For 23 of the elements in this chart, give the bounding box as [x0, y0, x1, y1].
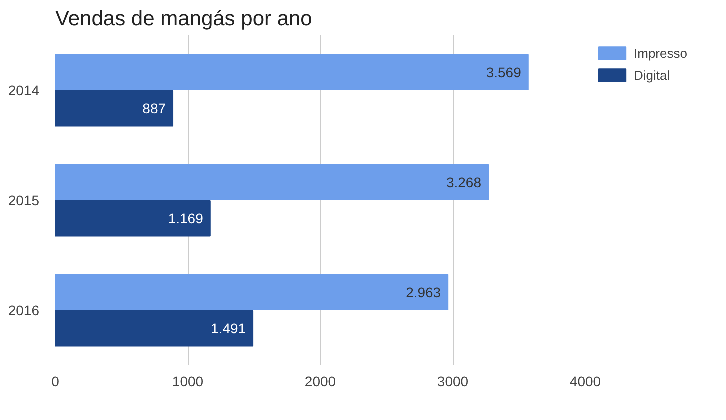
chart-title: Vendas de mangás por ano	[56, 8, 312, 30]
bar	[56, 274, 449, 310]
bar	[56, 310, 254, 347]
bar	[56, 54, 529, 90]
y-tick-label: 2016	[8, 302, 40, 318]
bar	[56, 90, 174, 127]
legend-label: Impresso	[634, 46, 688, 60]
data-label: 1.491	[211, 320, 246, 337]
legend-label: Digital	[634, 68, 670, 82]
bar	[56, 200, 211, 237]
data-label: 1.169	[168, 210, 204, 227]
bar	[56, 164, 490, 200]
x-tick-label: 2000	[304, 374, 336, 390]
data-label: 2.963	[406, 284, 442, 300]
data-label: 3.268	[446, 174, 482, 190]
y-tick-label: 2015	[8, 192, 40, 208]
x-tick-label: 0	[52, 374, 60, 390]
x-tick-label: 1000	[172, 374, 204, 390]
data-label: 3.569	[486, 64, 522, 80]
data-label: 887	[142, 100, 166, 117]
x-tick-label: 3000	[437, 374, 469, 390]
y-tick-label: 2014	[8, 82, 40, 98]
x-tick-label: 4000	[570, 374, 602, 390]
